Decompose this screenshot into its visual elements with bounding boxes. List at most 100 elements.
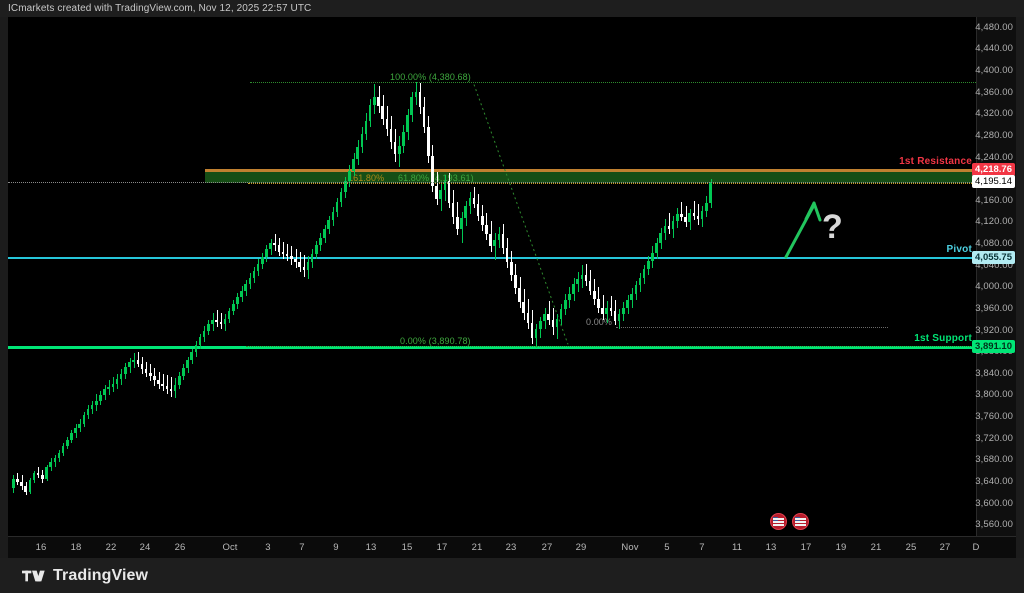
- candle-body: [559, 308, 563, 319]
- support-price-tag[interactable]: 3,891.10: [972, 339, 1015, 353]
- candle-body: [16, 479, 19, 482]
- candle-body: [281, 251, 285, 254]
- price-tick-label: 3,640.00: [975, 475, 1013, 487]
- candle-body: [539, 320, 542, 330]
- candle-body: [41, 475, 44, 479]
- price-tick-label: 3,760.00: [975, 411, 1013, 423]
- candle-body: [219, 321, 223, 325]
- time-tick-label: 11: [731, 542, 743, 553]
- fibonacci-label: 161.80%: [348, 172, 385, 183]
- candle-body: [302, 266, 306, 270]
- candle-body: [510, 262, 513, 276]
- candle-wick: [681, 201, 683, 222]
- us-flag-stripe: [795, 518, 806, 520]
- candle-body: [198, 337, 202, 345]
- candle-body: [248, 277, 252, 285]
- candle-body: [684, 217, 687, 223]
- candle-wick: [291, 246, 293, 265]
- candle-body: [190, 352, 194, 360]
- fibonacci-line: [616, 326, 888, 328]
- candle-body: [20, 481, 23, 487]
- candle-body: [700, 210, 704, 220]
- candle-body: [298, 262, 301, 267]
- candle-body: [310, 253, 314, 263]
- candle-body: [584, 275, 588, 281]
- time-tick-label: 17: [800, 542, 812, 553]
- up-arrow-annotation[interactable]: [8, 17, 976, 536]
- pivot-price-tag[interactable]: 4,055.75: [972, 250, 1015, 264]
- time-axis[interactable]: 16 18 22 24 26 Oct 3 7 9 13 15 17 21 23 27 29 Nov 5 7 11 13 1…: [8, 536, 1016, 558]
- level-line-1st-support[interactable]: [8, 346, 976, 350]
- candle-body: [597, 299, 600, 308]
- candle-body: [36, 473, 40, 476]
- candle-body: [65, 439, 69, 447]
- time-tick-label: 19: [835, 542, 847, 553]
- price-axis[interactable]: 4,480.00 4,440.00 4,400.00 4,360.00 4,320.00…: [972, 17, 1016, 536]
- candle-body: [290, 255, 293, 260]
- candle-body: [368, 104, 372, 121]
- time-tick-label: 9: [333, 542, 339, 553]
- resistance-price-tag[interactable]: 4,218.76: [972, 162, 1015, 176]
- candle-body: [182, 368, 185, 376]
- price-tick-label: 3,680.00: [975, 454, 1013, 466]
- candle-body: [215, 319, 218, 322]
- candle-body: [659, 233, 662, 243]
- candle-body: [82, 414, 86, 424]
- price-plot-area[interactable]: 1st Resistance Pivot 1st Support 100.00% (4…: [8, 17, 976, 536]
- time-tick-label: 24: [139, 542, 151, 553]
- candle-body: [688, 212, 692, 223]
- candle-body: [273, 242, 277, 246]
- candle-body: [348, 170, 351, 182]
- candle-body: [692, 212, 696, 216]
- time-tick-label: 5: [664, 542, 670, 553]
- candle-body: [680, 213, 683, 218]
- candle-wick: [693, 200, 695, 221]
- time-tick-label: 7: [699, 542, 705, 553]
- candle-body: [671, 221, 675, 229]
- price-tick-label: 4,280.00: [975, 129, 1013, 141]
- candle-body: [431, 156, 434, 186]
- candle-wick: [303, 254, 305, 277]
- candle-body: [456, 217, 459, 229]
- candle-body: [646, 261, 650, 269]
- candle-body: [489, 234, 492, 247]
- candle-body: [609, 307, 613, 312]
- candle-body: [339, 192, 343, 202]
- time-tick-label: 16: [35, 542, 47, 553]
- candle-body: [194, 344, 198, 353]
- candle-wick: [162, 373, 164, 392]
- candle-body: [518, 288, 521, 303]
- candle-body: [642, 268, 646, 278]
- candle-wick: [610, 295, 612, 317]
- candle-body: [202, 330, 206, 338]
- candle-body: [207, 324, 210, 331]
- candle-body: [178, 375, 181, 385]
- level-line-1st-resistance[interactable]: [205, 169, 976, 173]
- question-mark-annotation[interactable]: ?: [822, 208, 843, 246]
- us-economic-event-2[interactable]: [792, 513, 809, 530]
- price-tick-label: 3,560.00: [975, 519, 1013, 531]
- candle-body: [244, 284, 247, 291]
- time-tick-label: 25: [905, 542, 917, 553]
- attribution-text: ICmarkets created with TradingView.com, …: [0, 0, 1024, 17]
- candle-wick: [548, 301, 550, 326]
- candle-body: [124, 367, 127, 374]
- us-economic-event-1[interactable]: [770, 513, 787, 530]
- candle-body: [144, 369, 148, 373]
- candle-body: [277, 245, 281, 252]
- candle-wick: [669, 212, 670, 235]
- last-price-tag[interactable]: 4,195.14: [972, 175, 1015, 189]
- candle-body: [622, 307, 625, 315]
- candle-body: [439, 190, 443, 199]
- candle-body: [269, 242, 272, 250]
- us-flag-stripe: [795, 521, 806, 523]
- fibonacci-line: [248, 182, 976, 184]
- candle-body: [447, 181, 451, 203]
- candle-body: [136, 359, 140, 365]
- time-tick-label: Oct: [222, 542, 238, 553]
- candle-body: [169, 388, 173, 392]
- candle-wick: [158, 371, 160, 389]
- time-tick-label: D: [972, 542, 980, 553]
- candle-body: [132, 359, 135, 362]
